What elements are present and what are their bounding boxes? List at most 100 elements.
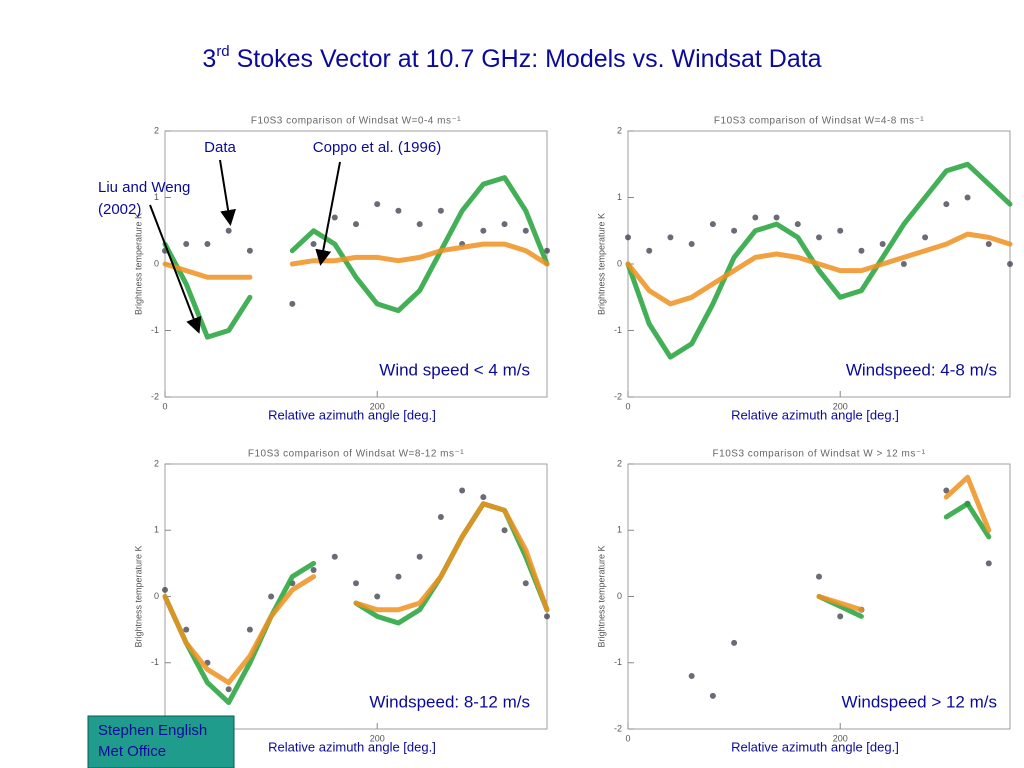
y-tick-label: 1 xyxy=(154,192,159,202)
y-tick-label: 2 xyxy=(154,125,159,135)
data-point xyxy=(943,487,950,494)
data-point xyxy=(183,626,190,633)
chart-panel: F10S3 comparison of Windsat W=8-12 ms⁻¹ -… xyxy=(133,449,550,754)
y-tick-label: -1 xyxy=(151,657,159,667)
chart-title: F10S3 comparison of Windsat W > 12 ms⁻¹ xyxy=(713,449,926,460)
x-axis-label: Relative azimuth angle [deg.] xyxy=(731,407,899,422)
data-point xyxy=(353,221,359,228)
y-axis-label: Brightness temperature K xyxy=(596,213,606,315)
data-point xyxy=(310,567,317,573)
data-point xyxy=(816,573,822,580)
y-tick-label: 0 xyxy=(154,258,159,268)
y-tick-label: 0 xyxy=(617,258,622,268)
model-curve xyxy=(816,474,992,613)
model-curve xyxy=(162,241,550,280)
title-sup: rd xyxy=(216,43,229,60)
title-rest: Stokes Vector at 10.7 GHz: Models vs. Wi… xyxy=(230,45,822,73)
chart-panel: F10S3 comparison of Windsat W > 12 ms⁻¹ -… xyxy=(596,449,1011,754)
data-point xyxy=(943,201,950,208)
data-point xyxy=(985,560,992,567)
data-point xyxy=(544,613,550,620)
data-point xyxy=(544,247,550,254)
data-point xyxy=(837,613,844,620)
data-point xyxy=(162,586,168,593)
data-point xyxy=(395,207,402,214)
data-point xyxy=(501,527,508,534)
panel-annotation: Windspeed: 4-8 m/s xyxy=(846,360,997,379)
data-point xyxy=(709,221,716,228)
data-point xyxy=(731,227,738,234)
x-tick-label: 0 xyxy=(162,401,167,411)
panel-annotation: Wind speed < 4 m/s xyxy=(379,360,530,379)
model-curve xyxy=(816,501,992,619)
y-tick-label: -1 xyxy=(614,325,622,335)
x-tick-label: 200 xyxy=(370,733,385,743)
y-tick-label: -2 xyxy=(151,391,159,401)
x-tick-label: 200 xyxy=(370,401,385,411)
data-point xyxy=(225,686,232,693)
y-axis-label: Brightness temperature K xyxy=(133,545,143,647)
title-number: 3 xyxy=(202,45,216,73)
data-point xyxy=(289,300,296,307)
data-point xyxy=(501,221,508,228)
x-axis-label: Relative azimuth angle [deg.] xyxy=(268,739,436,754)
y-tick-label: 2 xyxy=(617,125,622,135)
callout-data: Data xyxy=(204,139,236,156)
footer: Stephen English Met Office xyxy=(87,715,235,768)
footer-box xyxy=(87,715,235,768)
y-axis-label: Brightness temperature K xyxy=(133,213,143,315)
arrow xyxy=(219,159,236,226)
x-tick-label: 200 xyxy=(833,733,848,743)
data-point xyxy=(625,234,631,241)
data-point xyxy=(310,241,317,248)
footer-org: Met Office xyxy=(98,743,166,760)
callout-liu: Liu and Weng xyxy=(98,179,190,196)
y-tick-label: 1 xyxy=(154,525,159,535)
data-point xyxy=(900,261,907,267)
data-point xyxy=(374,593,381,600)
data-point xyxy=(204,241,211,248)
data-point xyxy=(522,227,529,234)
data-point xyxy=(688,241,695,248)
data-point xyxy=(773,214,780,221)
y-tick-label: -2 xyxy=(614,723,622,733)
x-axis-label: Relative azimuth angle [deg.] xyxy=(731,739,899,754)
data-point xyxy=(709,692,716,699)
data-point xyxy=(858,247,865,254)
data-point xyxy=(985,241,992,248)
data-point xyxy=(964,194,971,201)
data-point xyxy=(837,227,844,234)
data-point xyxy=(246,626,253,633)
callout-liu-year: (2002) xyxy=(98,201,141,218)
data-point xyxy=(374,201,381,208)
footer-name: Stephen English xyxy=(98,722,207,739)
data-point xyxy=(522,580,529,587)
data-point xyxy=(480,227,487,234)
data-point xyxy=(1007,261,1013,267)
data-point xyxy=(183,241,190,248)
y-tick-label: 2 xyxy=(617,458,622,468)
callouts: Data Coppo et al. (1996) Liu and Weng (2… xyxy=(98,139,441,334)
data-point xyxy=(416,553,423,560)
y-tick-label: 0 xyxy=(154,591,159,601)
data-point xyxy=(752,214,759,221)
data-point xyxy=(331,214,338,221)
data-point xyxy=(922,234,929,241)
x-tick-label: 0 xyxy=(625,733,630,743)
arrow xyxy=(149,204,202,334)
y-tick-label: 1 xyxy=(617,192,622,202)
y-tick-label: -1 xyxy=(614,657,622,667)
callout-coppo: Coppo et al. (1996) xyxy=(313,139,441,156)
x-tick-label: 200 xyxy=(833,401,848,411)
panel-annotation: Windspeed: 8-12 m/s xyxy=(369,692,530,711)
chart-title: F10S3 comparison of Windsat W=4-8 ms⁻¹ xyxy=(714,116,924,127)
model-curve xyxy=(625,161,1013,360)
model-curve xyxy=(625,231,1013,307)
chart-title: F10S3 comparison of Windsat W=8-12 ms⁻¹ xyxy=(248,449,464,460)
data-point xyxy=(437,514,444,520)
arrow xyxy=(315,161,341,266)
y-tick-label: 1 xyxy=(617,525,622,535)
data-point xyxy=(731,639,738,646)
data-point xyxy=(353,580,359,587)
